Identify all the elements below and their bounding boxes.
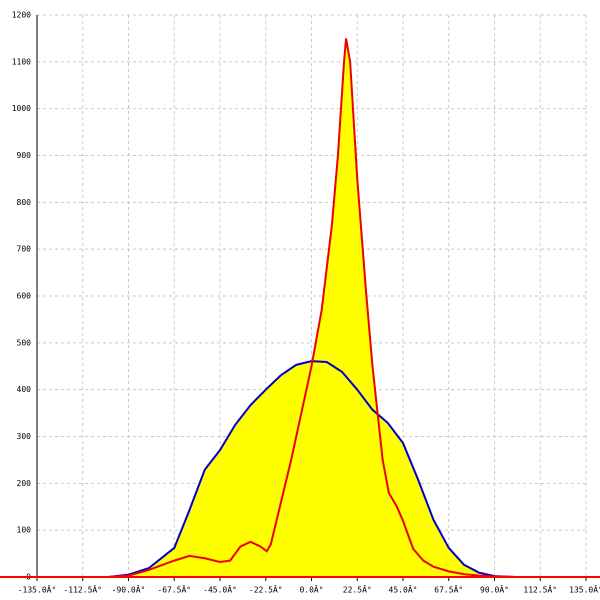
y-tick-label: 300 (17, 432, 32, 441)
y-tick-label: 500 (17, 338, 32, 347)
series-line (108, 38, 515, 578)
x-tick-label: 90.0Â° (480, 584, 509, 595)
y-tick-label: 1200 (12, 11, 31, 20)
y-tick-label: 400 (17, 385, 32, 394)
x-tick-label: -67.5Â° (157, 584, 191, 595)
area-fill (108, 38, 515, 577)
y-tick-label: 700 (17, 245, 32, 254)
x-tick-label: 112.5Â° (523, 584, 557, 595)
x-tick-label: -22.5Â° (249, 584, 283, 595)
y-tick-label: 1100 (12, 57, 31, 66)
series-line (108, 360, 515, 578)
x-tick-label: -135.0Â° (18, 584, 57, 595)
y-tick-label: 200 (17, 479, 32, 488)
y-tick-label: 800 (17, 198, 32, 207)
x-tick-label: -112.5Â° (63, 584, 102, 595)
y-tick-label: 1000 (12, 104, 31, 113)
y-tick-label: 100 (17, 526, 32, 535)
x-tick-label: 67.5Â° (434, 584, 463, 595)
x-tick-label: -90.0Â° (112, 584, 146, 595)
y-tick-label: 600 (17, 292, 32, 301)
x-tick-label: -45.0Â° (203, 584, 237, 595)
x-tick-label: 0.0Â° (299, 584, 323, 595)
x-tick-label: 22.5Â° (343, 584, 372, 595)
y-tick-label: 900 (17, 151, 32, 160)
x-tick-label: 45.0Â° (389, 584, 418, 595)
x-tick-label: 135.0Â° (569, 584, 600, 595)
